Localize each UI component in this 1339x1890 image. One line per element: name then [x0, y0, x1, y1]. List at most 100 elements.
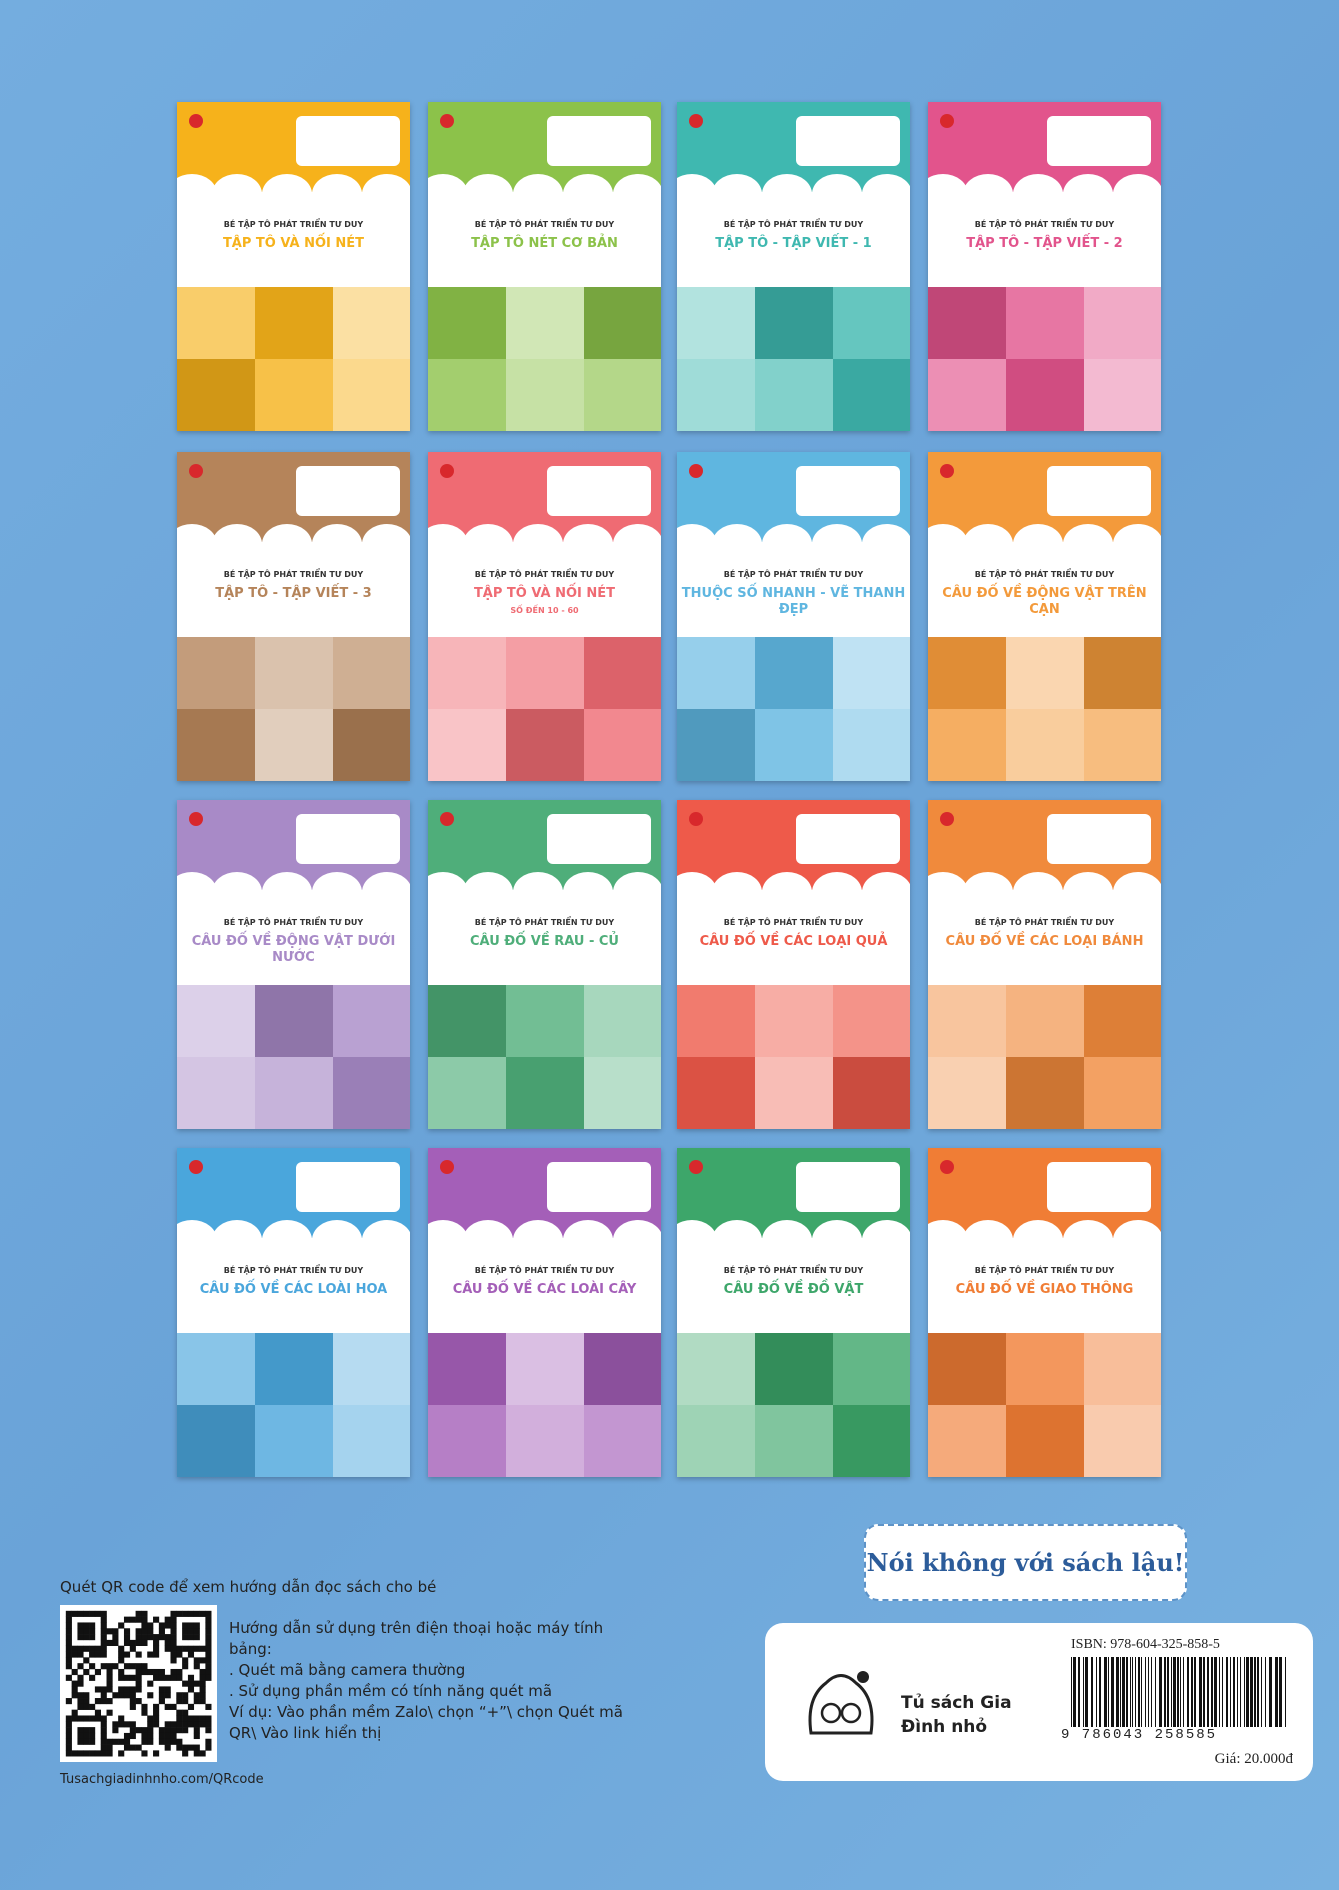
pattern [65, 1645, 72, 1652]
illustration [428, 287, 661, 431]
pattern [94, 1686, 102, 1693]
pattern [193, 1732, 200, 1740]
pattern [187, 1744, 195, 1751]
cloud [963, 524, 1013, 564]
pattern [170, 1738, 177, 1745]
pattern [135, 1680, 142, 1687]
pattern [205, 1715, 212, 1722]
series-line: BÉ TẬP TÔ PHÁT TRIỂN TƯ DUY [723, 1266, 864, 1275]
cloud [1063, 1220, 1113, 1260]
cloud [1113, 174, 1161, 214]
book-cover: BÉ TẬP TÔ PHÁT TRIỂN TƯ DUY TẬP TÔ VÀ NỐI… [428, 452, 661, 781]
pattern [1180, 1657, 1181, 1727]
pattern [106, 1628, 113, 1635]
book-title: TẬP TÔ - TẬP VIẾT - 2 [966, 236, 1123, 251]
tile [333, 637, 410, 709]
pattern [176, 1709, 183, 1716]
book-cover: BÉ TẬP TÔ PHÁT TRIỂN TƯ DUY TẬP TÔ - TẬP … [177, 452, 410, 781]
tile-shade [1084, 637, 1161, 709]
illustration [928, 985, 1161, 1129]
series-line: BÉ TẬP TÔ PHÁT TRIỂN TƯ DUY [474, 570, 615, 579]
pattern [1159, 1657, 1162, 1727]
pattern [1104, 1657, 1107, 1727]
pattern [123, 1732, 131, 1740]
pattern [1279, 1657, 1282, 1727]
cover-logo [440, 1160, 454, 1174]
pattern [187, 1645, 195, 1652]
pattern [147, 1732, 154, 1740]
pattern [71, 1715, 78, 1722]
pattern [1191, 1657, 1193, 1727]
pattern [118, 1645, 125, 1652]
tile [506, 709, 584, 781]
tile-shade [1006, 637, 1084, 709]
pattern [193, 1692, 200, 1699]
pattern [83, 1668, 90, 1676]
cloud [177, 174, 217, 214]
tile-shade [584, 709, 661, 781]
cloud [1113, 1220, 1161, 1260]
pattern [118, 1715, 125, 1722]
cloud [1063, 174, 1113, 214]
book-title: CÂU ĐỐ VỀ CÁC LOÀI CÂY [452, 1282, 637, 1297]
tile [1006, 985, 1084, 1057]
pattern [94, 1715, 102, 1722]
book-cover: BÉ TẬP TÔ PHÁT TRIỂN TƯ DUY CÂU ĐỐ VỀ CÁC… [677, 800, 910, 1129]
pattern [1141, 1657, 1142, 1727]
pattern [129, 1698, 136, 1705]
tile-shade [255, 1405, 333, 1477]
cloud [677, 872, 717, 912]
qr-heading: Quét QR code để xem hướng dẫn đọc sách c… [60, 1578, 437, 1596]
pattern [77, 1628, 84, 1635]
pattern [1071, 1657, 1072, 1727]
cover-logo [689, 812, 703, 826]
cover-logo [689, 464, 703, 478]
cloud [712, 524, 762, 564]
pattern [77, 1750, 84, 1757]
pattern [164, 1622, 171, 1629]
cloud [1013, 872, 1063, 912]
pattern [1250, 1657, 1253, 1727]
book-cover: BÉ TẬP TÔ PHÁT TRIỂN TƯ DUY TẬP TÔ VÀ NỐI… [177, 102, 410, 431]
pattern [100, 1616, 107, 1623]
cloud [712, 872, 762, 912]
cloud [513, 524, 563, 564]
tile-shade [333, 359, 410, 431]
illustration [677, 287, 910, 431]
publisher: Tủ sách Gia Đình nhỏ [901, 1693, 1012, 1737]
pattern [1269, 1657, 1272, 1727]
cloud [513, 872, 563, 912]
tile-shade [584, 359, 661, 431]
pattern [135, 1616, 142, 1623]
pattern [199, 1750, 206, 1757]
qr-code [60, 1605, 217, 1762]
series-line: BÉ TẬP TÔ PHÁT TRIỂN TƯ DUY [974, 918, 1115, 927]
tile-shade [755, 985, 833, 1057]
tile [677, 1057, 755, 1129]
pattern [182, 1657, 189, 1664]
tile-shade [833, 985, 910, 1057]
pattern [141, 1622, 148, 1629]
pattern [153, 1639, 160, 1647]
barcode [1071, 1657, 1286, 1727]
cloud [677, 174, 717, 214]
book-cover: BÉ TẬP TÔ PHÁT TRIỂN TƯ DUY CÂU ĐỐ VỀ CÁC… [428, 1148, 661, 1477]
pattern [89, 1628, 96, 1635]
pattern [182, 1727, 189, 1734]
pattern [199, 1698, 206, 1705]
tile [928, 287, 1006, 359]
pattern [1207, 1657, 1209, 1727]
cloud [613, 524, 661, 564]
pattern [112, 1738, 119, 1745]
pattern [147, 1668, 154, 1676]
illustration [677, 637, 910, 781]
tile-shade [506, 709, 584, 781]
tile [755, 637, 833, 709]
pattern [1085, 1657, 1088, 1727]
illustration [177, 1333, 410, 1477]
pattern [141, 1663, 148, 1670]
pattern [1261, 1657, 1262, 1727]
tile [677, 709, 755, 781]
pattern [65, 1721, 72, 1728]
